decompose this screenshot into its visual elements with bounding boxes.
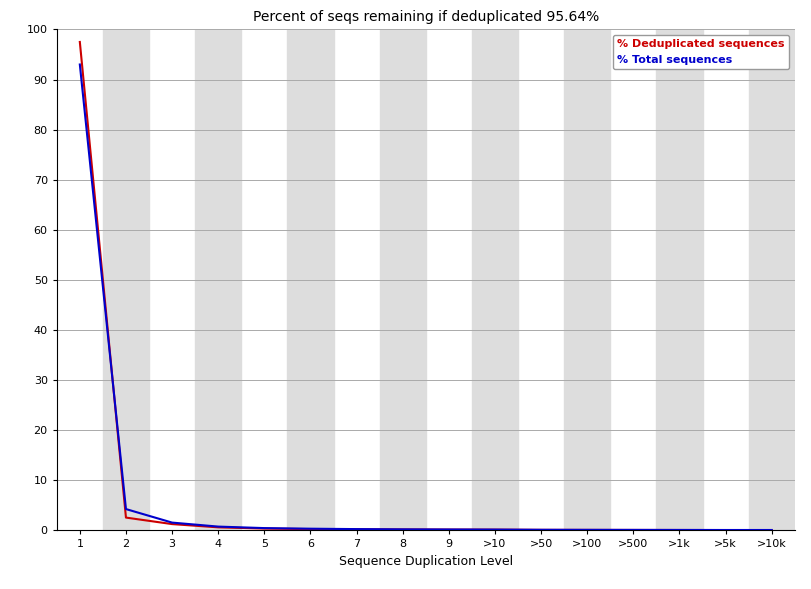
- Legend: % Deduplicated sequences, % Total sequences: % Deduplicated sequences, % Total sequen…: [613, 35, 789, 70]
- Bar: [380, 29, 426, 530]
- Bar: [749, 29, 795, 530]
- Bar: [103, 29, 149, 530]
- Bar: [472, 29, 518, 530]
- Bar: [195, 29, 242, 530]
- X-axis label: Sequence Duplication Level: Sequence Duplication Level: [339, 555, 513, 568]
- Bar: [564, 29, 611, 530]
- Title: Percent of seqs remaining if deduplicated 95.64%: Percent of seqs remaining if deduplicate…: [253, 10, 599, 24]
- Bar: [287, 29, 333, 530]
- Bar: [656, 29, 702, 530]
